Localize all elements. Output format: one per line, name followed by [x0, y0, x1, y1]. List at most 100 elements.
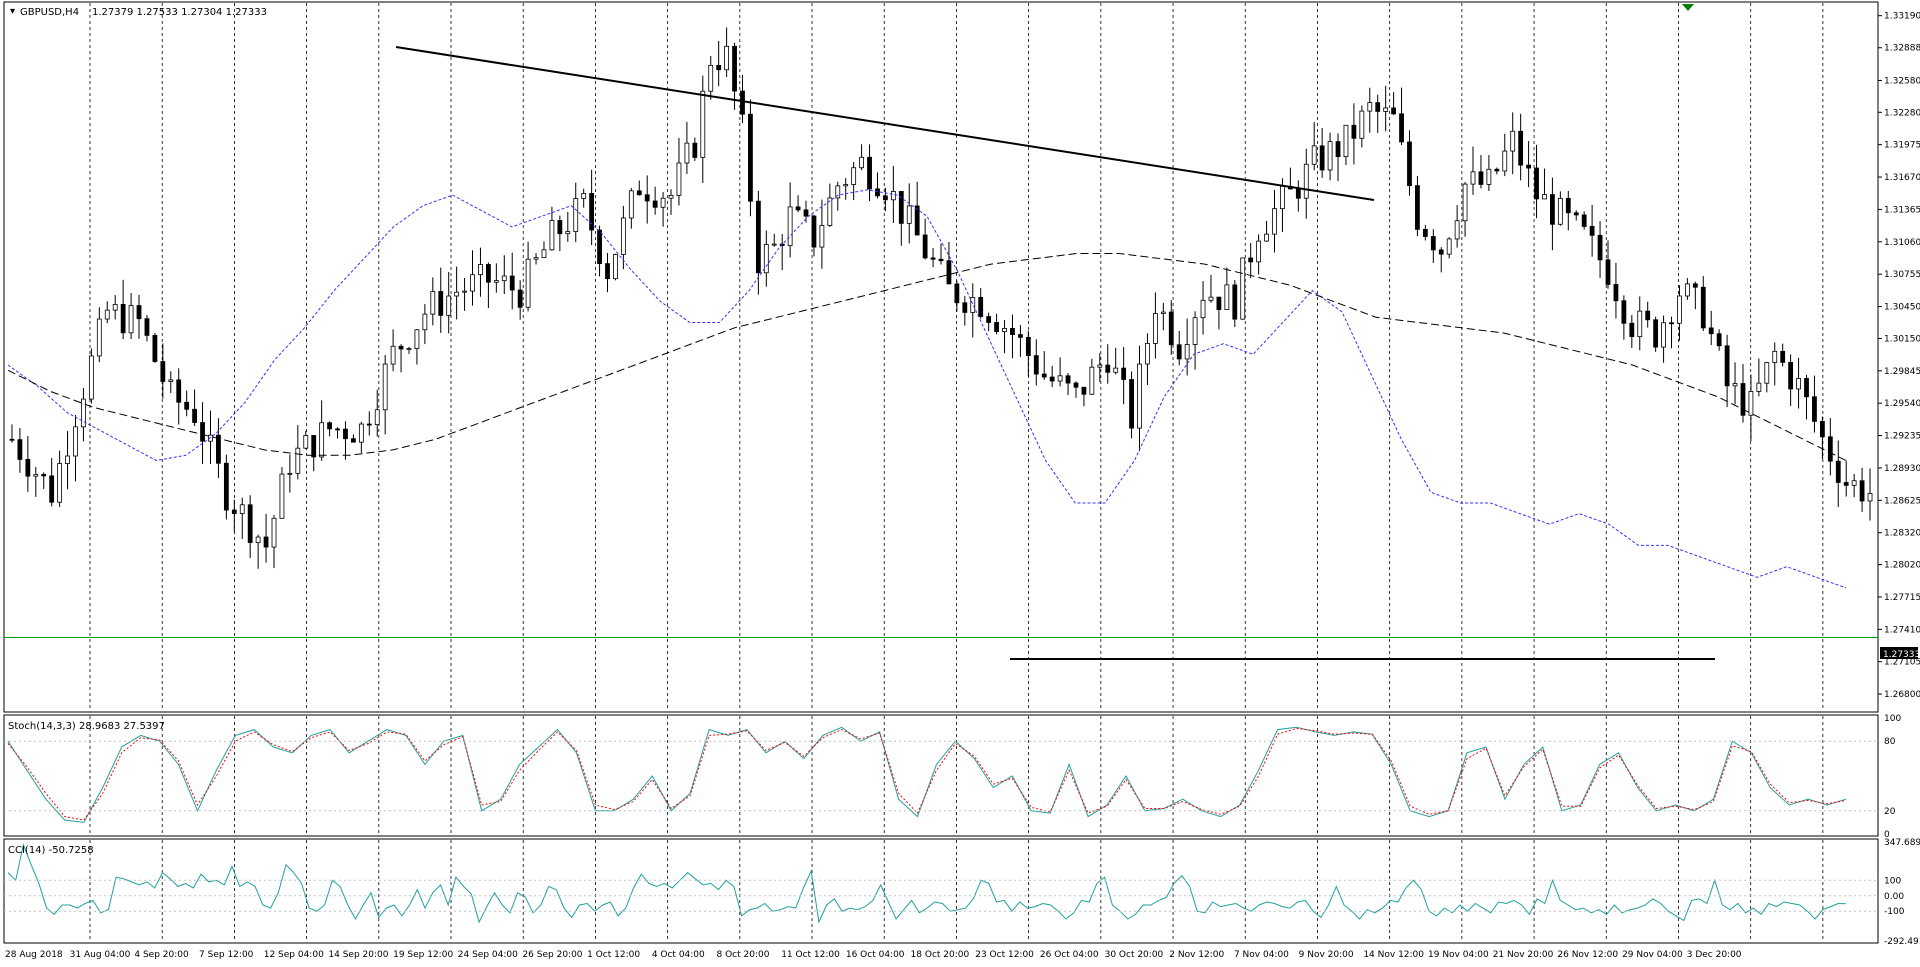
- candle-body: [1661, 322, 1666, 348]
- candle-body: [57, 463, 63, 503]
- candle-body: [1550, 194, 1555, 225]
- candle-body: [1073, 382, 1079, 388]
- candle-body: [803, 209, 809, 217]
- candle-body: [1653, 319, 1659, 348]
- time-tick-label: 18 Oct 20:00: [911, 950, 970, 960]
- candle-body: [692, 142, 698, 158]
- candle-body: [787, 206, 793, 246]
- price-tick-label: 1.27410: [1884, 625, 1920, 635]
- candle-body: [1764, 362, 1770, 384]
- time-tick-label: 2 Nov 12:00: [1169, 950, 1224, 960]
- price-tick-label: 1.31975: [1884, 141, 1920, 151]
- trade-marker-icon[interactable]: [1682, 4, 1694, 11]
- time-tick-label: 19 Nov 04:00: [1428, 950, 1489, 960]
- candle-body: [946, 260, 952, 285]
- candle-body: [573, 198, 579, 232]
- candle-body: [414, 329, 420, 350]
- candle-body: [795, 206, 801, 211]
- time-tick-label: 26 Oct 04:00: [1040, 950, 1099, 960]
- price-tick-label: 1.28625: [1884, 496, 1920, 506]
- candle-body: [970, 296, 976, 313]
- candle-body: [200, 422, 205, 442]
- candle-body: [311, 435, 317, 458]
- candle-body: [1232, 284, 1238, 320]
- candle-body: [319, 422, 325, 458]
- candle-body: [613, 254, 618, 280]
- candle-body: [1272, 208, 1277, 235]
- candle-body: [930, 257, 936, 260]
- candle-body: [406, 348, 412, 351]
- candle-body: [128, 305, 134, 334]
- candle-body: [81, 398, 86, 428]
- candle-body: [1033, 355, 1039, 375]
- stoch-tick-label: 20: [1884, 807, 1896, 817]
- candle-body: [660, 197, 666, 208]
- candle-body: [1740, 383, 1746, 416]
- candle-body: [1081, 386, 1087, 395]
- header-arrow-icon[interactable]: ▾: [10, 6, 15, 17]
- time-tick-label: 21 Nov 20:00: [1493, 950, 1554, 960]
- candle-body: [1748, 391, 1754, 416]
- candle-body: [676, 162, 682, 196]
- time-tick-label: 28 Aug 2018: [5, 950, 63, 960]
- price-tick-label: 1.28320: [1884, 529, 1920, 539]
- candle-body: [96, 318, 102, 357]
- cci-title: CCI(14) -50.7258: [8, 845, 94, 856]
- time-tick-label: 31 Aug 04:00: [70, 950, 131, 960]
- candle-body: [1065, 375, 1071, 384]
- candle-body: [1105, 364, 1111, 373]
- candle-body: [668, 194, 674, 199]
- candle-body: [1446, 238, 1452, 255]
- candle-body: [1010, 327, 1015, 335]
- candle-body: [1391, 107, 1397, 115]
- candle-body: [430, 291, 436, 315]
- candle-body: [684, 142, 690, 164]
- stoch-tick-label: 80: [1884, 737, 1896, 747]
- candle-body: [533, 257, 539, 260]
- candle-body: [716, 65, 722, 71]
- candle-body: [160, 361, 166, 382]
- candle-body: [287, 472, 293, 475]
- candle-body: [1343, 124, 1349, 158]
- candle-body: [898, 191, 904, 224]
- time-tick-label: 8 Oct 20:00: [717, 950, 770, 960]
- candle-body: [1605, 259, 1611, 285]
- candle-body: [104, 309, 110, 320]
- candle-body: [1152, 313, 1158, 344]
- candle-body: [732, 45, 737, 92]
- candle-body: [1200, 299, 1206, 319]
- candle-body: [168, 379, 174, 382]
- candle-body: [1772, 350, 1778, 363]
- candle-body: [478, 264, 483, 276]
- candle-body: [1510, 130, 1516, 152]
- candle-body: [65, 455, 70, 464]
- time-tick-label: 7 Nov 04:00: [1234, 950, 1289, 960]
- stoch-title: Stoch(14,3,3) 28.9683 27.5397: [8, 721, 165, 732]
- candle-body: [454, 291, 460, 297]
- time-tick-label: 23 Oct 12:00: [975, 950, 1034, 960]
- price-tick-label: 1.31060: [1884, 238, 1920, 248]
- candle-body: [358, 423, 364, 443]
- candle-body: [1399, 113, 1404, 143]
- candle-body: [1367, 102, 1373, 112]
- price-tick-label: 1.27715: [1884, 593, 1920, 603]
- candle-body: [255, 536, 261, 543]
- ma-slow-line: [7, 253, 1847, 461]
- candle-body: [597, 229, 602, 264]
- candle-body: [112, 303, 118, 311]
- candle-body: [1280, 185, 1285, 210]
- candle-body: [366, 423, 372, 426]
- candle-body: [1256, 240, 1262, 263]
- candle-body: [1669, 322, 1674, 325]
- main-panel-frame: [3, 1, 1879, 713]
- candle-body: [1621, 300, 1627, 324]
- candle-body: [883, 195, 888, 201]
- candle-body: [700, 90, 706, 158]
- candle-body: [1796, 378, 1801, 390]
- descending-trendline[interactable]: [395, 46, 1375, 201]
- candle-body: [986, 316, 992, 323]
- candle-body: [1303, 163, 1309, 199]
- chart-symbol: GBPUSD,H4: [20, 7, 79, 18]
- time-tick-label: 4 Oct 04:00: [652, 950, 705, 960]
